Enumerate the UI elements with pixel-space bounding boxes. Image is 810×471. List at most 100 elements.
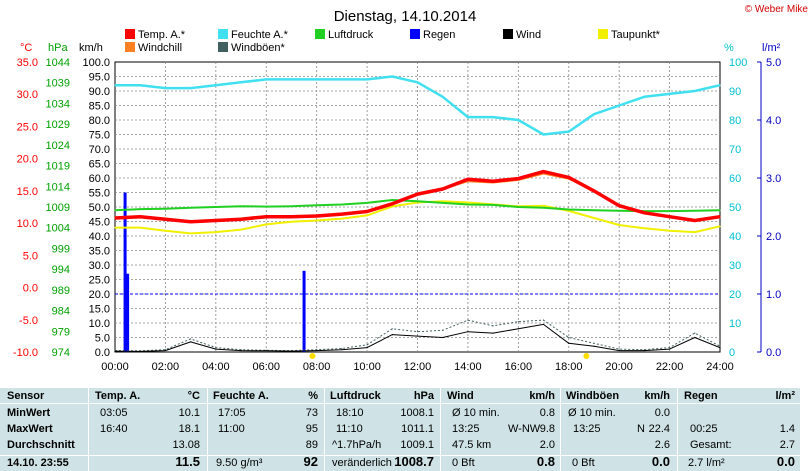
- series-point: [442, 188, 444, 190]
- stats-max-hum-time: 11:00: [218, 423, 245, 435]
- stats-header-wind-unit: km/h: [529, 390, 555, 402]
- chart-marks: [114, 75, 721, 353]
- series-point: [316, 349, 318, 351]
- series-point: [240, 81, 242, 83]
- legend-swatch-4: [503, 29, 513, 39]
- series-point: [164, 349, 167, 352]
- stats-header-gust-unit: km/h: [644, 390, 670, 402]
- stats-current-hum-abs: 9.50 g/m³: [216, 457, 263, 469]
- legend-swatch-6: [125, 42, 135, 52]
- x-tick-label: 08:00: [303, 361, 331, 372]
- legend-swatch-2: [315, 29, 325, 39]
- series-point: [593, 217, 595, 219]
- series-point: [139, 84, 141, 86]
- pressure-tick-label: 1004: [46, 223, 70, 235]
- humidity-tick-label: 50: [729, 202, 741, 214]
- wind-tick-label: 60.0: [89, 173, 110, 185]
- wind-unit-label: km/h: [79, 42, 103, 54]
- series-point: [265, 78, 267, 80]
- x-tick-label: 04:00: [202, 361, 230, 372]
- series-point: [643, 212, 645, 214]
- wind-tick-label: 55.0: [89, 188, 110, 200]
- wind-tick-label: 70.0: [89, 144, 110, 156]
- stats-max-pres-time: 11:10: [336, 423, 363, 435]
- wind-tick-label: 10.0: [89, 318, 110, 330]
- temp-unit-label: °C: [20, 42, 32, 54]
- series-point: [265, 223, 267, 225]
- series-point: [668, 347, 671, 349]
- series-point: [190, 341, 192, 343]
- series-point: [164, 208, 167, 210]
- series-point: [391, 203, 393, 205]
- rain-tick-label: 2.0: [766, 231, 781, 243]
- chart-title: Dienstag, 14.10.2014: [334, 8, 477, 25]
- stats-max-rain: 1.4: [779, 423, 795, 435]
- temp-tick-label: 0.0: [23, 283, 38, 295]
- stats-avg-pres: 1009.1: [400, 439, 434, 451]
- series-point: [517, 119, 519, 121]
- stats-avg-wind: 2.0: [539, 439, 555, 451]
- series-point: [341, 213, 343, 215]
- stats-header-gust: Windböen: [566, 390, 620, 402]
- x-tick-label: 02:00: [152, 361, 180, 372]
- pressure-unit-label: hPa: [48, 42, 68, 54]
- series-point: [341, 218, 343, 220]
- temp-tick-label: 25.0: [17, 121, 38, 133]
- rain-tick-label: 4.0: [766, 115, 781, 127]
- legend-swatch-1: [218, 29, 228, 39]
- series-point: [215, 231, 217, 233]
- series-point: [290, 205, 293, 207]
- series-point: [467, 319, 469, 321]
- series-point: [416, 200, 419, 202]
- series-point: [694, 336, 696, 339]
- series-point: [694, 332, 696, 334]
- series-point: [316, 204, 318, 206]
- series-point: [542, 205, 545, 207]
- series-point: [517, 320, 519, 323]
- x-tick-label: 12:00: [404, 361, 432, 372]
- x-tick-label: 22:00: [656, 361, 684, 372]
- series-point: [366, 202, 368, 204]
- x-tick-label: 20:00: [605, 361, 633, 372]
- pressure-tick-label: 1034: [46, 98, 70, 110]
- series-point: [442, 200, 444, 202]
- stats-avg-wind-dist: 47.5 km: [452, 439, 492, 451]
- series-point: [341, 347, 343, 350]
- rain-bar: [126, 273, 130, 352]
- pressure-tick-label: 1024: [46, 140, 70, 152]
- series-point: [190, 338, 192, 340]
- series-point: [341, 349, 343, 351]
- pressure-tick-label: 1009: [46, 202, 70, 214]
- stats-current-wind-bft: 0 Bft: [452, 457, 475, 469]
- x-tick-label: 16:00: [505, 361, 533, 372]
- series-point: [694, 219, 696, 222]
- temp-tick-label: -10.0: [13, 347, 38, 359]
- humidity-tick-label: 70: [729, 144, 741, 156]
- legend-label-6: Windchill: [138, 42, 182, 54]
- stats-min-temp: 10.1: [178, 407, 200, 419]
- series-point: [719, 84, 721, 86]
- series-point: [643, 349, 645, 351]
- series-point: [517, 328, 519, 330]
- series-point: [114, 227, 116, 229]
- series-point: [593, 342, 595, 344]
- stats-max-gust-time: 13:25: [573, 423, 601, 435]
- series-point: [290, 78, 293, 80]
- stats-current-rain: 0.0: [776, 454, 795, 469]
- rain-bar: [302, 270, 306, 352]
- series-point: [416, 193, 419, 195]
- stats-avg-hum: 89: [305, 439, 318, 451]
- stats-max-wind-dir: W-NW: [508, 423, 541, 435]
- series-point: [719, 225, 721, 227]
- series-point: [492, 325, 494, 327]
- stats-current-temp: 11.5: [175, 454, 200, 469]
- series-point: [694, 231, 696, 233]
- series-point: [517, 178, 519, 180]
- series-point: [391, 334, 393, 336]
- stats-header-pres-unit: hPa: [413, 390, 434, 402]
- series-point: [366, 347, 368, 349]
- wind-tick-label: 100.0: [82, 57, 110, 69]
- pressure-tick-label: 1014: [46, 181, 70, 193]
- rain-unit-label: l/m²: [762, 42, 781, 54]
